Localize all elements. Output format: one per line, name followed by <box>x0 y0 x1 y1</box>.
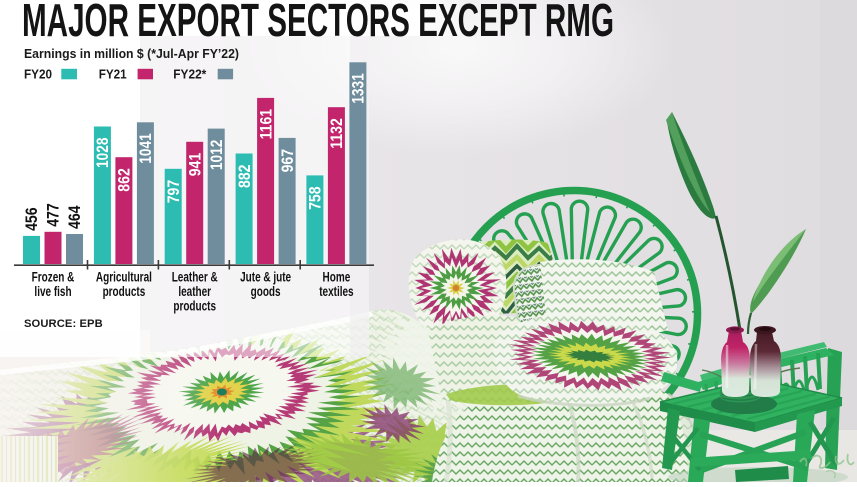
svg-text:1028: 1028 <box>93 138 112 169</box>
svg-text:Frozen &live fish: Frozen &live fish <box>32 269 75 299</box>
svg-text:Earnings in million $ (*Jul-Ap: Earnings in million $ (*Jul-Apr FY’22) <box>24 46 239 61</box>
svg-text:1132: 1132 <box>327 118 346 149</box>
svg-text:SOURCE: EPB: SOURCE: EPB <box>24 318 103 330</box>
svg-text:967: 967 <box>278 149 297 173</box>
svg-text:477: 477 <box>44 203 63 227</box>
svg-text:456: 456 <box>22 207 41 231</box>
svg-text:1041: 1041 <box>136 133 155 164</box>
svg-text:1331: 1331 <box>349 73 368 104</box>
svg-text:1012: 1012 <box>207 140 226 171</box>
svg-text:464: 464 <box>65 205 84 229</box>
svg-text:941: 941 <box>185 153 204 177</box>
svg-text:1161: 1161 <box>256 109 275 140</box>
svg-text:797: 797 <box>164 180 183 204</box>
svg-text:FY22*: FY22* <box>173 67 207 82</box>
svg-text:MAJOR EXPORT SECTORS EXCEPT RM: MAJOR EXPORT SECTORS EXCEPT RMG <box>22 0 614 46</box>
svg-text:758: 758 <box>306 186 325 210</box>
svg-text:862: 862 <box>115 168 134 192</box>
svg-text:FY21: FY21 <box>99 67 127 82</box>
svg-text:882: 882 <box>235 165 254 189</box>
svg-text:FY20: FY20 <box>24 67 52 82</box>
